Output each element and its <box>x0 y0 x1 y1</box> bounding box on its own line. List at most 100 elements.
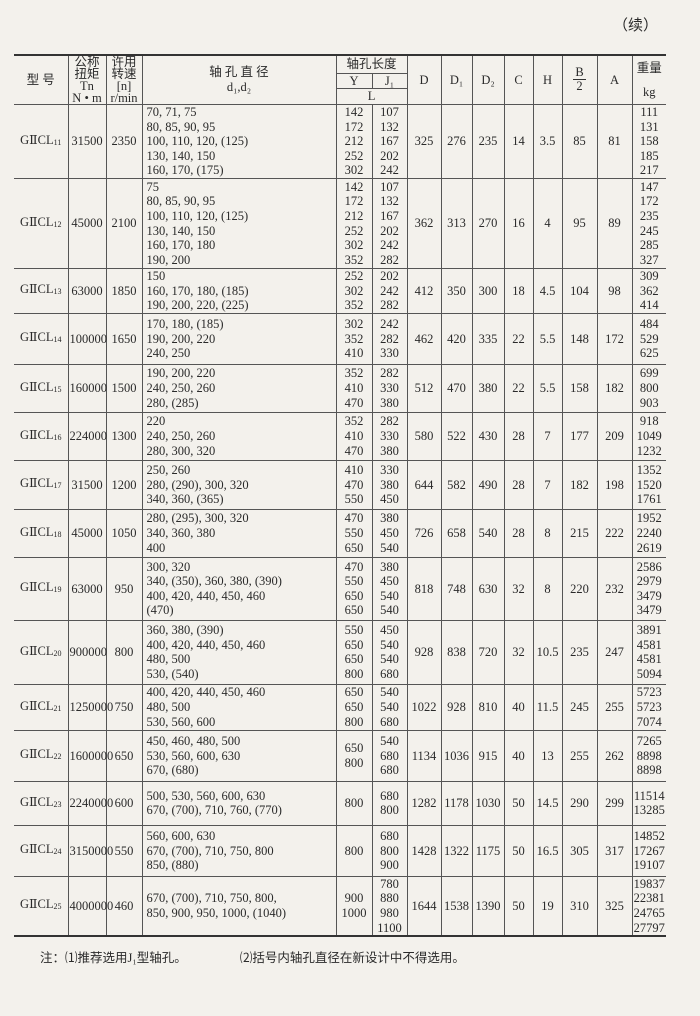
a-cell: 262 <box>596 729 633 782</box>
model-cell: GⅡCL15 <box>14 363 69 413</box>
d2-cell: 270 <box>471 178 505 270</box>
d1-cell: 658 <box>440 508 473 558</box>
torque-cell: 224000 <box>67 411 107 461</box>
header-speed: 许用 转速 [n] r/min <box>105 54 143 106</box>
d2-cell: 1175 <box>471 824 505 877</box>
h-cell: 7 <box>532 411 563 461</box>
speed-cell: 1200 <box>105 459 143 510</box>
b-numerator: B <box>573 65 586 81</box>
model-cell: GⅡCL20 <box>14 619 69 685</box>
d-cell: 580 <box>406 411 442 461</box>
d2-cell: 720 <box>471 619 505 685</box>
model-cell: GⅡCL13 <box>14 268 69 314</box>
a-cell: 89 <box>596 178 633 270</box>
model-cell: GⅡCL22 <box>14 729 69 782</box>
d1-cell: 748 <box>440 556 473 621</box>
j1-length-cell: 202 242 282 <box>371 268 408 314</box>
b2-cell: 148 <box>561 312 598 365</box>
model-number: 17 <box>53 481 62 491</box>
table-row: GⅡCL22 1600000 650 450, 460, 480, 500 530, … <box>14 729 667 782</box>
header-bore-length: 轴孔长度 <box>335 54 408 74</box>
torque-cell: 45000 <box>67 178 107 270</box>
j1-length-cell: 380 450 540 <box>371 508 408 558</box>
model-number: 21 <box>53 703 62 713</box>
a-cell: 325 <box>596 875 633 937</box>
note-2: ⑵括号内轴孔直径在新设计中不得选用。 <box>239 951 465 965</box>
b2-cell: 182 <box>561 459 598 510</box>
b2-cell: 255 <box>561 729 598 782</box>
d1-cell: 522 <box>440 411 473 461</box>
model-cell: GⅡCL17 <box>14 459 69 510</box>
coupling-spec-table: 型 号 公称 扭矩 Tn N • m 许用 转速 [n] r/min 轴 孔 直… <box>14 54 667 938</box>
y-length-cell: 470 550 650 <box>335 508 373 558</box>
d2-cell: 490 <box>471 459 505 510</box>
a-cell: 317 <box>596 824 633 877</box>
y-length-cell: 142 172 212 252 302 <box>335 104 373 180</box>
weight-cell: 1352 1520 1761 <box>631 459 667 510</box>
b2-cell: 85 <box>561 104 598 180</box>
a-cell: 222 <box>596 508 633 558</box>
model-number: 15 <box>53 384 62 394</box>
torque-cell: 31500 <box>67 459 107 510</box>
header-D2: D₂ <box>471 54 505 106</box>
a-cell: 81 <box>596 104 633 180</box>
d2-cell: 915 <box>471 729 505 782</box>
b2-cell: 220 <box>561 556 598 621</box>
h-cell: 8 <box>532 556 563 621</box>
model-number: 11 <box>53 137 62 147</box>
j1-length-cell: 780 880 980 1100 <box>371 875 408 937</box>
c-cell: 32 <box>503 619 534 685</box>
speed-cell: 1850 <box>105 268 143 314</box>
weight-cell: 19837 22381 24765 27797 <box>631 875 667 937</box>
c-cell: 28 <box>503 411 534 461</box>
torque-cell: 1600000 <box>67 729 113 782</box>
speed-cell: 1050 <box>105 508 143 558</box>
d1-cell: 350 <box>440 268 473 314</box>
model-number: 16 <box>53 432 62 442</box>
c-cell: 14 <box>503 104 534 180</box>
c-cell: 40 <box>503 729 534 782</box>
b2-cell: 245 <box>561 683 598 731</box>
model-cell: GⅡCL24 <box>14 824 69 877</box>
c-cell: 18 <box>503 268 534 314</box>
weight-cell: 918 1049 1232 <box>631 411 667 461</box>
d2-cell: 235 <box>471 104 505 180</box>
diameter-cell: 250, 260 280, (290), 300, 320 340, 360, … <box>141 459 337 510</box>
d2-cell: 430 <box>471 411 505 461</box>
h-cell: 19 <box>532 875 563 937</box>
d2-cell: 300 <box>471 268 505 314</box>
d-cell: 325 <box>406 104 442 180</box>
table-row: GⅡCL12 45000 2100 75 80, 85, 90, 95 100, 11… <box>14 178 667 270</box>
d2-cell: 380 <box>471 363 505 413</box>
table-row: GⅡCL25 4000000 460 670, (700), 710, 750, 80… <box>14 875 667 937</box>
header-A: A <box>596 54 633 106</box>
model-cell: GⅡCL18 <box>14 508 69 558</box>
y-length-cell: 252 302 352 <box>335 268 373 314</box>
weight-cell: 147 172 235 245 285 327 <box>631 178 667 270</box>
h-cell: 16.5 <box>532 824 563 877</box>
j1-length-cell: 680 800 <box>371 780 408 826</box>
speed-cell: 1650 <box>105 312 143 365</box>
d-cell: 928 <box>406 619 442 685</box>
y-length-cell: 470 550 650 650 <box>335 556 373 621</box>
c-cell: 28 <box>503 459 534 510</box>
header-H: H <box>532 54 563 106</box>
table-body: GⅡCL11 31500 2350 70, 71, 75 80, 85, 90, 95… <box>14 104 667 937</box>
table-row: GⅡCL11 31500 2350 70, 71, 75 80, 85, 90, 95… <box>14 104 667 180</box>
d-cell: 726 <box>406 508 442 558</box>
j1-length-cell: 540 680 680 <box>371 729 408 782</box>
d-cell: 412 <box>406 268 442 314</box>
y-length-cell: 302 352 410 <box>335 312 373 365</box>
j1-length-cell: 680 800 900 <box>371 824 408 877</box>
speed-cell: 800 <box>105 619 143 685</box>
diameter-cell: 670, (700), 710, 750, 800, 850, 900, 950… <box>141 875 337 937</box>
j1-length-cell: 450 540 540 680 <box>371 619 408 685</box>
y-length-cell: 900 1000 <box>335 875 373 937</box>
header-J1: J₁ <box>371 72 408 90</box>
weight-cell: 699 800 903 <box>631 363 667 413</box>
model-number: 13 <box>53 287 62 297</box>
model-number: 14 <box>53 335 62 345</box>
torque-cell: 63000 <box>67 268 107 314</box>
j1-length-cell: 380 450 540 540 <box>371 556 408 621</box>
model-number: 24 <box>53 847 62 857</box>
